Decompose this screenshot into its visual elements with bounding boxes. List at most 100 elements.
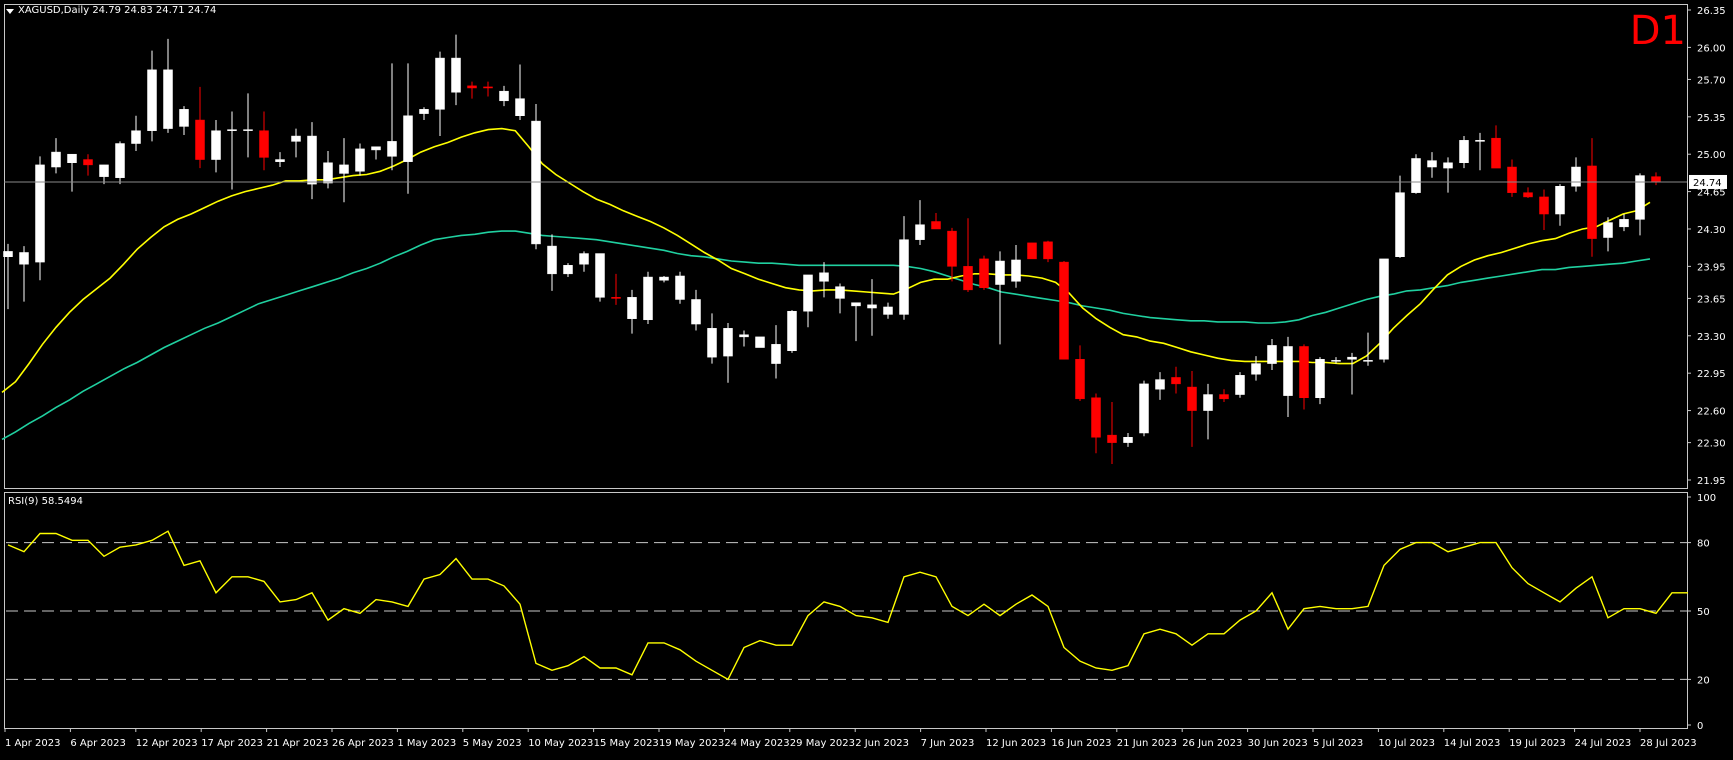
bull-candle [227, 129, 237, 131]
bull-candle [435, 57, 445, 110]
bull-candle [771, 344, 781, 364]
rsi-axis-label: 20 [1697, 675, 1710, 686]
bull-candle [403, 115, 413, 162]
bull-candle [339, 164, 349, 174]
bull-candle [995, 260, 1005, 285]
bear-candle [1171, 377, 1181, 385]
bull-candle [323, 162, 333, 184]
date-axis-label: 5 May 2023 [463, 738, 522, 749]
bull-candle [1203, 394, 1213, 411]
date-axis-label: 1 May 2023 [397, 738, 456, 749]
bear-candle [963, 266, 973, 291]
bull-candle [163, 69, 173, 129]
bull-candle [547, 245, 557, 275]
bear-candle [1059, 261, 1069, 360]
date-axis-label: 1 Apr 2023 [5, 738, 60, 749]
bull-candle [627, 297, 637, 319]
price-axis-label: 26.35 [1697, 6, 1726, 17]
symbol-header: XAGUSD,Daily 24.79 24.83 24.71 24.74 [18, 5, 216, 16]
bull-candle [1443, 162, 1453, 169]
bull-candle [1011, 259, 1021, 282]
symbol-name: XAGUSD,Daily [18, 5, 90, 16]
bull-candle [579, 253, 589, 265]
bear-candle [1539, 196, 1549, 215]
bull-candle [1411, 158, 1421, 193]
bull-candle [67, 153, 77, 163]
price-axis-label: 25.00 [1697, 150, 1726, 161]
price-axis-label: 26.00 [1697, 43, 1726, 54]
bear-candle [483, 86, 493, 89]
bull-candle [1475, 140, 1485, 142]
price-axis-label: 22.95 [1697, 369, 1726, 380]
bull-candle [1619, 219, 1629, 228]
bull-candle [899, 239, 909, 315]
bear-candle [259, 130, 269, 158]
bull-candle [275, 159, 285, 162]
date-axis-label: 10 May 2023 [528, 738, 593, 749]
bull-candle [131, 130, 141, 144]
bull-candle [867, 304, 877, 309]
bear-candle [611, 297, 621, 299]
bull-candle [755, 336, 765, 348]
price-axis-label: 21.95 [1697, 476, 1726, 487]
bull-candle [739, 334, 749, 338]
symbol-dropdown-icon[interactable] [6, 9, 14, 14]
bear-candle [1299, 346, 1309, 398]
bull-candle [531, 120, 541, 245]
rsi-line [7, 530, 1688, 681]
bull-candle [115, 143, 125, 178]
bull-candle [1251, 363, 1261, 375]
bear-candle [83, 159, 93, 166]
date-axis-label: 19 Jul 2023 [1509, 738, 1566, 749]
bull-candle [835, 286, 845, 299]
bear-candle [1523, 192, 1533, 198]
bull-candle [1155, 379, 1165, 390]
bear-candle [1091, 397, 1101, 438]
bull-candle [1571, 166, 1581, 187]
price-axis-label: 25.35 [1697, 113, 1726, 124]
price-axis-label: 25.70 [1697, 75, 1726, 86]
bull-candle [1363, 360, 1373, 362]
price-axis-label: 23.30 [1697, 332, 1726, 343]
bull-candle [291, 135, 301, 142]
bull-candle [451, 57, 461, 93]
date-axis-label: 24 Jul 2023 [1575, 738, 1632, 749]
bull-candle [355, 148, 365, 172]
date-axis-label: 12 Jun 2023 [986, 738, 1046, 749]
bear-candle [931, 221, 941, 230]
price-axis-label: 23.95 [1697, 262, 1726, 273]
bear-candle [1587, 165, 1597, 239]
rsi-header: RSI(9) 58.5494 [8, 496, 83, 507]
rsi-axis-label: 80 [1697, 539, 1710, 550]
bear-candle [195, 119, 205, 160]
bull-candle [707, 328, 717, 358]
date-axis-label: 29 May 2023 [790, 738, 855, 749]
date-axis-label: 21 Jun 2023 [1117, 738, 1177, 749]
price-panel-frame [4, 4, 1688, 489]
bull-candle [243, 129, 253, 131]
bull-candle [659, 276, 669, 281]
bull-candle [1139, 383, 1149, 434]
bull-candle [51, 151, 61, 168]
price-axis-label: 24.65 [1697, 188, 1726, 199]
date-axis-label: 12 Apr 2023 [136, 738, 198, 749]
bull-candle [915, 224, 925, 240]
bull-candle [1379, 258, 1389, 360]
date-axis-label: 17 Apr 2023 [201, 738, 263, 749]
bull-candle [99, 164, 109, 177]
bear-candle [947, 230, 957, 267]
bear-candle [1107, 434, 1117, 443]
bull-candle [1315, 359, 1325, 398]
bull-candle [1347, 356, 1357, 360]
bull-candle [1267, 345, 1277, 364]
current-price-badge [1689, 174, 1727, 189]
bear-candle [1043, 241, 1053, 260]
bull-candle [1331, 360, 1341, 362]
bear-candle [979, 258, 989, 288]
bull-candle [1459, 140, 1469, 163]
ohlc-values: 24.79 24.83 24.71 24.74 [92, 5, 217, 16]
date-axis-label: 19 May 2023 [659, 738, 724, 749]
date-axis-label: 26 Jun 2023 [1182, 738, 1242, 749]
date-axis-label: 2 Jun 2023 [855, 738, 909, 749]
